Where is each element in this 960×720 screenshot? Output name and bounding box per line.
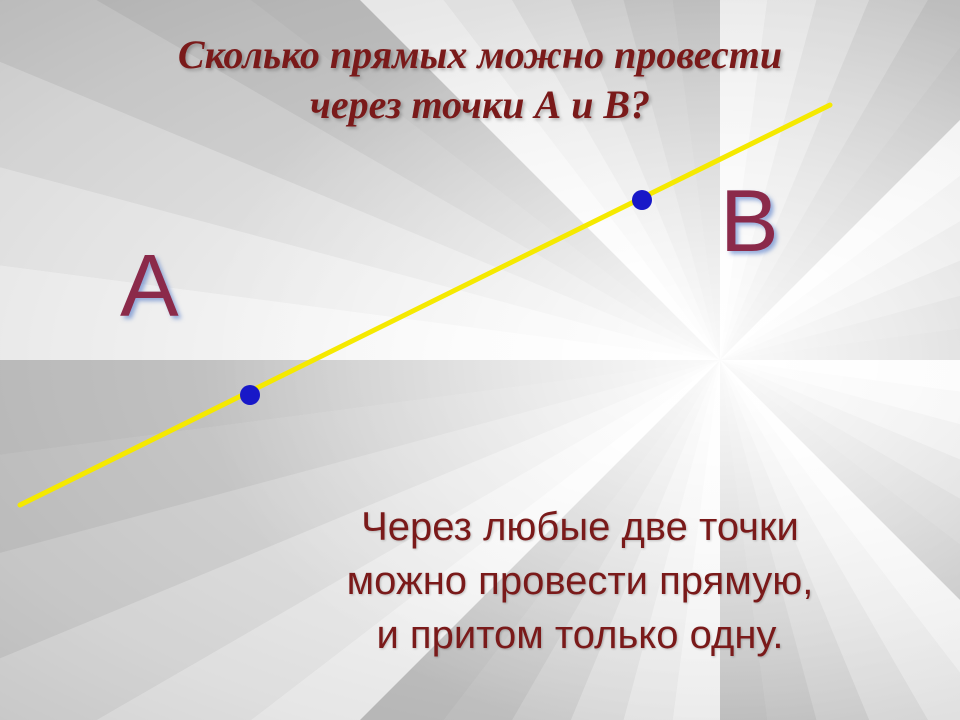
label-a: А bbox=[120, 235, 179, 337]
point-b bbox=[632, 190, 652, 210]
slide-title: Сколько прямых можно провести через точк… bbox=[0, 30, 960, 130]
content-layer: Сколько прямых можно провести через точк… bbox=[0, 0, 960, 720]
answer-line-2: можно провести прямую, bbox=[230, 554, 930, 608]
title-line-2: через точки А и В? bbox=[0, 80, 960, 130]
label-b: В bbox=[720, 170, 779, 272]
point-a bbox=[240, 385, 260, 405]
answer-line-1: Через любые две точки bbox=[230, 500, 930, 554]
title-line-1: Сколько прямых можно провести bbox=[0, 30, 960, 80]
answer-line-3: и притом только одну. bbox=[230, 608, 930, 662]
slide: Сколько прямых можно провести через точк… bbox=[0, 0, 960, 720]
answer-text: Через любые две точки можно провести пря… bbox=[230, 500, 930, 662]
